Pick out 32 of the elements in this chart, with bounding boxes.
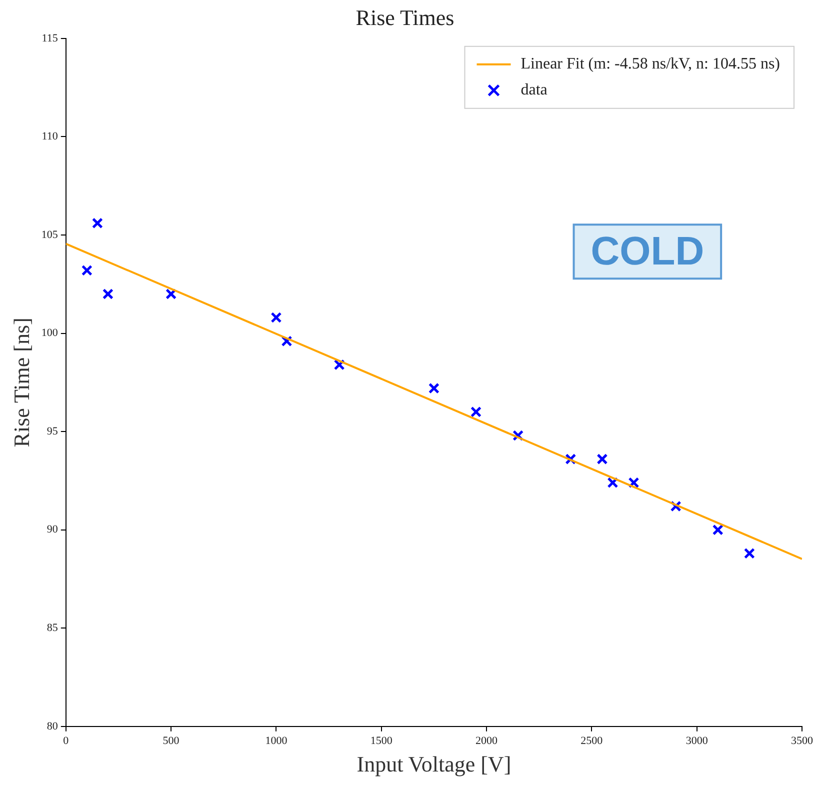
x-tick-label: 2500: [580, 734, 604, 747]
x-tick-label: 3000: [686, 734, 708, 747]
legend-label: Linear Fit (m: -4.58 ns/kV, n: 104.55 ns): [520, 56, 780, 73]
y-tick-label: 105: [41, 228, 58, 241]
x-tick-label: 2000: [476, 734, 498, 747]
point: [81, 264, 92, 276]
x-axis-title: Input Voltage [V]: [356, 752, 512, 777]
y-tick-label: 115: [42, 32, 58, 44]
y-tick-label: 110: [42, 130, 58, 143]
point: [470, 406, 482, 418]
y-axis-title: Rise Time [ns]: [8, 318, 34, 448]
point: [270, 312, 282, 324]
x-tick-label: 1000: [265, 734, 288, 747]
y-tick-label: 90: [46, 524, 58, 536]
y-tick-label: 100: [41, 327, 58, 340]
x-tick-label: 500: [162, 734, 180, 747]
chart-title: Rise Times: [356, 4, 454, 30]
point: [712, 524, 724, 536]
point: [92, 218, 103, 229]
point: [428, 382, 440, 394]
x-tick-label: 3500: [791, 734, 814, 747]
point: [102, 288, 114, 300]
point: [628, 477, 640, 488]
y-tick-label: 95: [46, 425, 58, 438]
point: [744, 548, 755, 559]
point: [596, 454, 608, 465]
y-tick-label: 80: [46, 720, 58, 732]
y-tick-label: 85: [46, 622, 58, 634]
x-tick-label: 1500: [370, 734, 393, 747]
x-tick-label: 0: [63, 734, 70, 747]
legend-label: data: [520, 82, 548, 99]
annotation: COLD: [590, 230, 704, 274]
